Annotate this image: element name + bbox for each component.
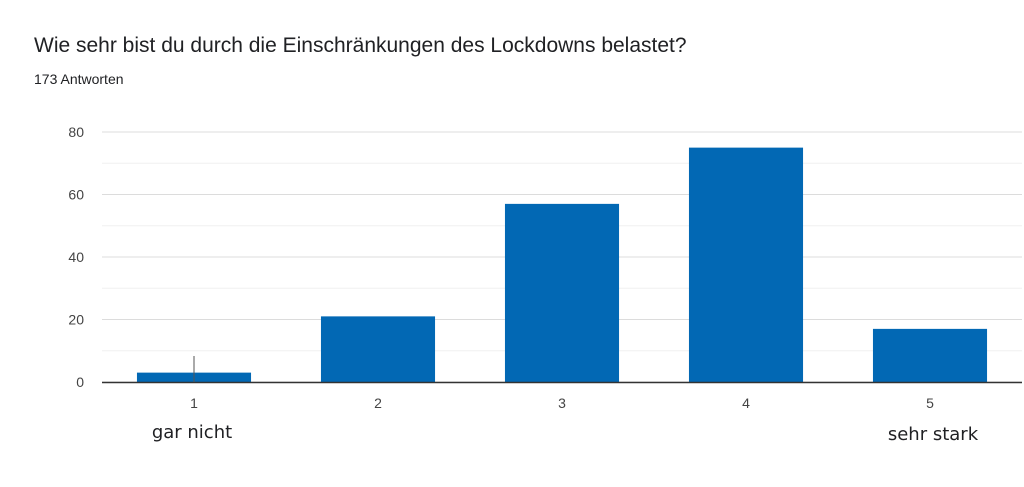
bars (136, 147, 988, 382)
response-count: 173 Antworten (34, 71, 124, 87)
y-tick-label: 80 (68, 124, 84, 140)
x-tick-label-3: 3 (558, 395, 566, 411)
x-tick-label-5: 5 (926, 395, 934, 411)
y-tick-label: 40 (68, 249, 84, 265)
anchor-label-low: gar nicht (152, 422, 232, 443)
y-tick-label: 0 (76, 374, 84, 390)
bar-2[interactable] (320, 316, 436, 382)
question-title: Wie sehr bist du durch die Einschränkung… (34, 34, 687, 57)
y-axis-ticks: 0 20 40 60 80 (68, 124, 84, 390)
y-tick-label: 60 (68, 187, 84, 203)
bar-5[interactable] (872, 328, 988, 382)
x-tick-label-4: 4 (742, 395, 750, 411)
bar-3[interactable] (504, 203, 620, 382)
x-tick-label-2: 2 (374, 395, 382, 411)
bar-4[interactable] (688, 147, 804, 382)
y-tick-label: 20 (68, 312, 84, 328)
x-tick-label-1: 1 (190, 395, 198, 411)
anchor-label-high: sehr stark (888, 424, 979, 445)
x-axis-ticks: 1 2 3 4 5 (190, 395, 934, 411)
